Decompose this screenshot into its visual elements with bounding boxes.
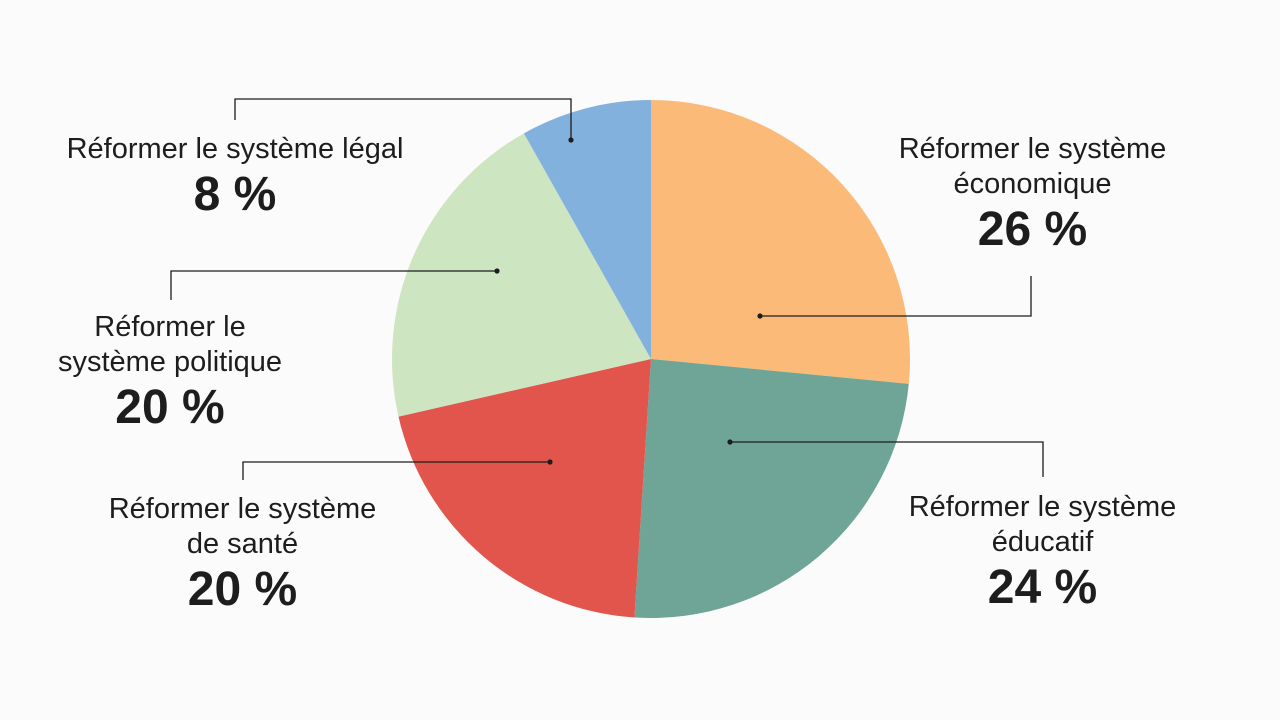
slice-name: Réformer le système économique — [898, 133, 1167, 200]
leader-line-0 — [760, 276, 1032, 317]
leader-line-4 — [234, 98, 572, 140]
slice-label-economique: Réformer le système économique 26 % — [870, 132, 1195, 256]
slice-value: 8 % — [193, 167, 277, 221]
slice-label-politique: Réformer le système politique 20 % — [20, 310, 320, 434]
leader-dot-4 — [568, 137, 574, 143]
leader-dot-2 — [547, 459, 553, 465]
pie-slice-2 — [398, 359, 651, 618]
leader-dot-1 — [727, 439, 733, 445]
slice-label-sante: Réformer le système de santé 20 % — [80, 492, 405, 616]
slice-name: Réformer le système politique — [57, 311, 283, 378]
slice-name: Réformer le système éducatif — [908, 491, 1177, 558]
slice-label-educatif: Réformer le système éducatif 24 % — [880, 490, 1205, 614]
pie-slice-4 — [523, 100, 651, 359]
slice-label-legal: Réformer le système légal 8 % — [35, 132, 435, 222]
pie-slice-3 — [391, 133, 651, 417]
leader-line-1 — [730, 441, 1044, 477]
pie-slice-1 — [634, 359, 909, 619]
slice-value: 24 % — [987, 560, 1098, 614]
slice-value: 20 % — [115, 380, 225, 434]
slice-value: 20 % — [187, 562, 298, 616]
leader-line-2 — [242, 461, 550, 480]
leader-dot-3 — [494, 268, 500, 274]
leader-line-3 — [170, 270, 497, 300]
leader-lines — [170, 98, 1044, 480]
pie-slice-0 — [651, 100, 910, 384]
pie-slices — [391, 100, 910, 619]
slice-name: Réformer le système de santé — [108, 493, 377, 560]
slice-name: Réformer le système légal — [66, 133, 404, 165]
leader-dot-0 — [757, 313, 763, 319]
slice-value: 26 % — [977, 202, 1088, 256]
